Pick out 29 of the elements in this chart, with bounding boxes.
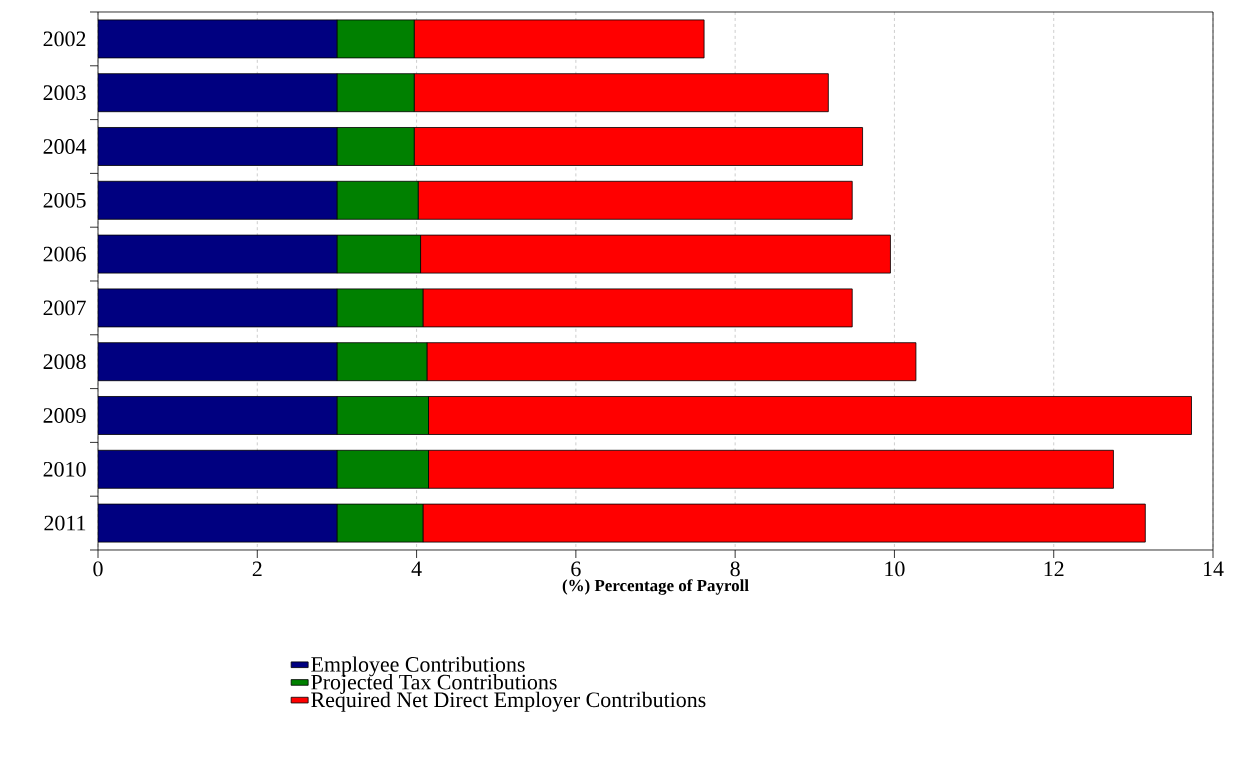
bar: [98, 449, 338, 489]
y-tick-label: 2005: [43, 192, 86, 208]
y-tick-label: 2009: [43, 408, 86, 423]
bar: [98, 19, 338, 59]
x-tick-label: 2: [252, 561, 262, 577]
bar: [98, 234, 338, 274]
y-tick-label: 2002: [43, 31, 86, 47]
bar: [98, 127, 338, 166]
y-tick-label: 2007: [43, 300, 86, 316]
x-tick-label: 14: [1203, 561, 1224, 576]
bar: [98, 73, 338, 113]
x-tick-label: 4: [411, 561, 422, 576]
x-axis-title: (%) Percentage of Payroll: [562, 579, 749, 595]
x-tick-label: 10: [885, 561, 905, 577]
bar: [98, 342, 338, 382]
x-tick-label: 8: [730, 561, 740, 577]
y-tick-label: 2004: [43, 139, 87, 154]
x-tick-label: 6: [571, 561, 581, 577]
y-tick-label: 2006: [43, 246, 86, 262]
bar: [98, 396, 338, 435]
bar: [98, 503, 338, 543]
y-tick-label: 2010: [43, 461, 86, 477]
y-tick-label: 2008: [43, 354, 86, 370]
y-tick-label: 2011: [44, 515, 86, 531]
bar: [98, 288, 338, 328]
x-tick-label: 12: [1044, 561, 1064, 577]
x-tick-label: 0: [93, 561, 103, 577]
bar: [98, 180, 338, 220]
y-tick-label: 2003: [43, 85, 86, 101]
